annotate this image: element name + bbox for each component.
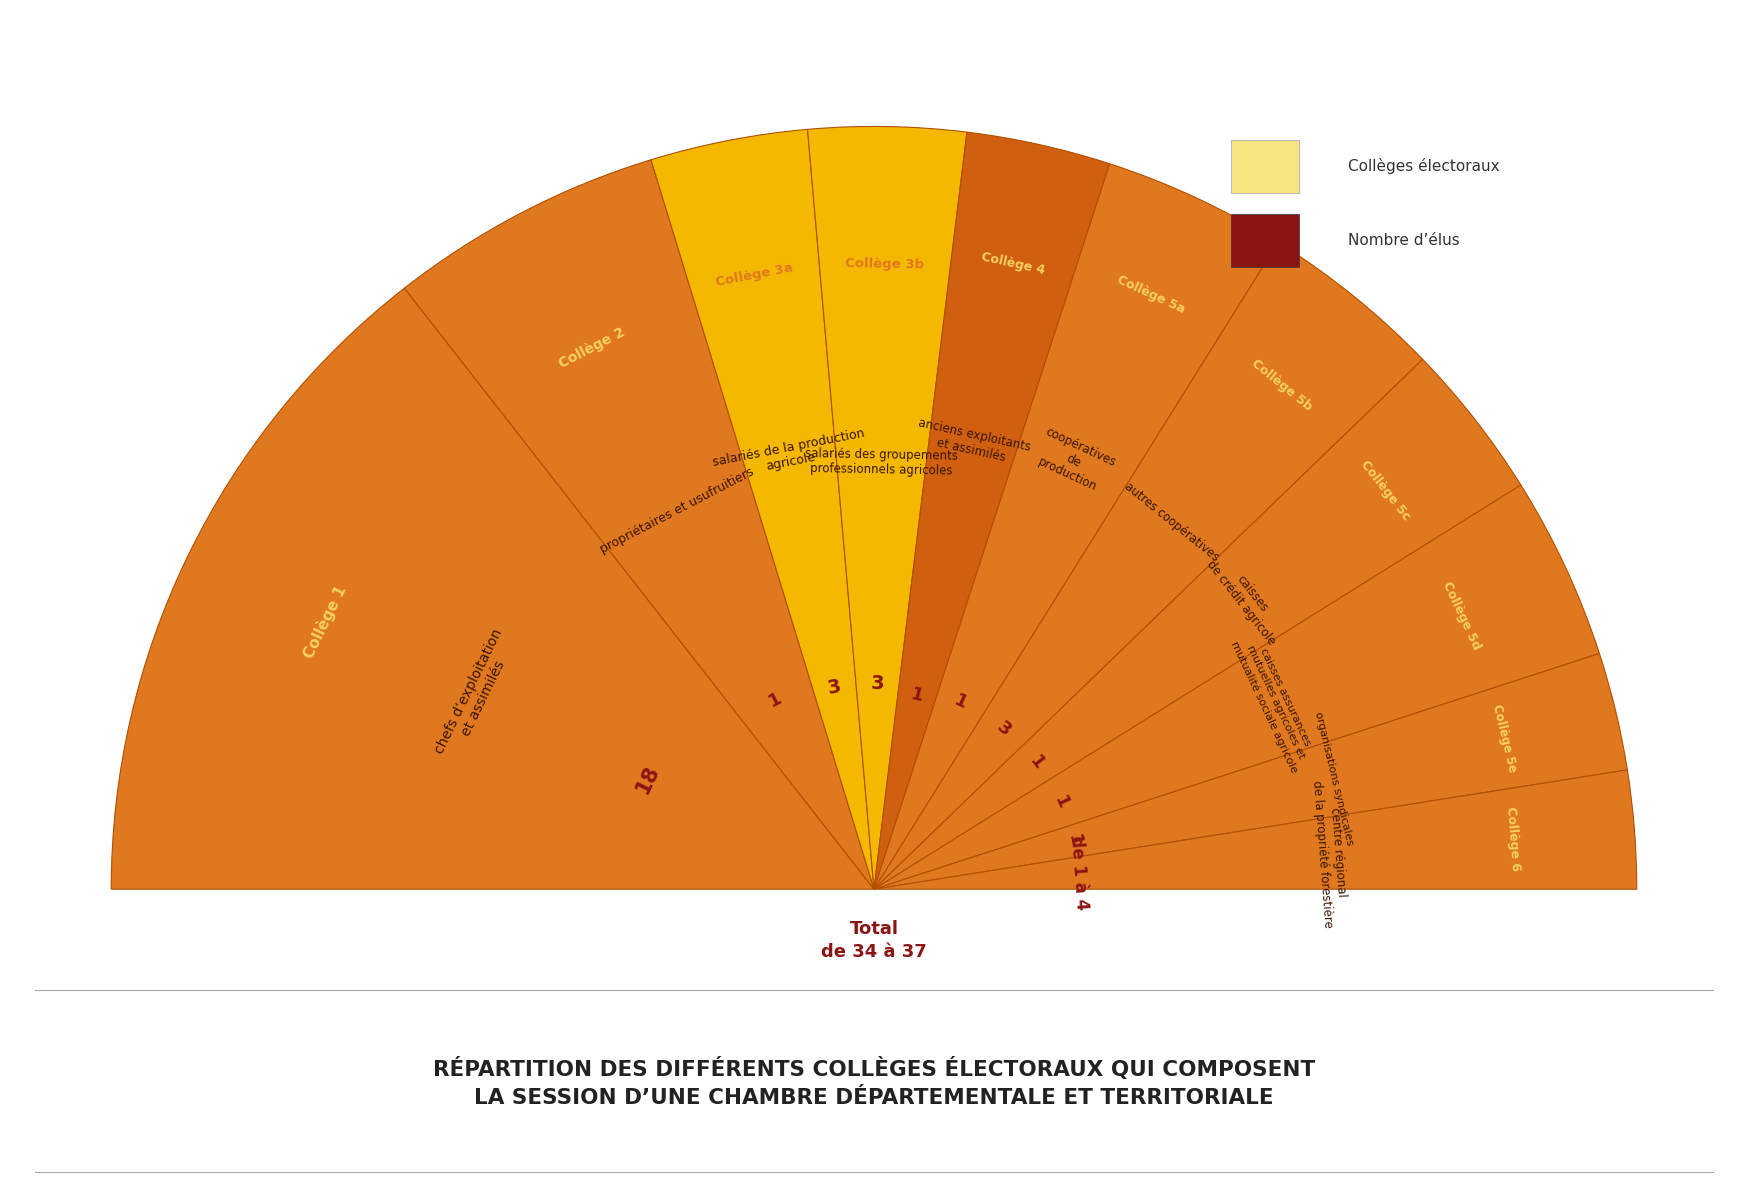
Text: de 34 à 37: de 34 à 37 <box>822 942 926 960</box>
Text: autres coopératives: autres coopératives <box>1122 479 1222 563</box>
Text: 1: 1 <box>1051 792 1072 811</box>
Text: 3: 3 <box>993 718 1014 740</box>
Wedge shape <box>650 130 874 889</box>
Wedge shape <box>874 242 1423 889</box>
Text: Collège 5c: Collège 5c <box>1358 457 1412 522</box>
Wedge shape <box>874 770 1636 889</box>
Wedge shape <box>112 288 874 889</box>
Text: caisses assurances
mutuelles agricoles et
mutualité sociale agricole: caisses assurances mutuelles agricoles e… <box>1229 629 1321 775</box>
Bar <box>1231 139 1299 193</box>
Text: Collèges électoraux: Collèges électoraux <box>1348 158 1500 174</box>
Text: 1: 1 <box>909 685 925 706</box>
Text: 3: 3 <box>871 673 884 693</box>
Text: de 1 à 4: de 1 à 4 <box>1068 835 1091 911</box>
Wedge shape <box>874 164 1278 889</box>
Text: salariés des groupements
professionnels agricoles: salariés des groupements professionnels … <box>804 446 958 477</box>
Bar <box>1231 214 1299 267</box>
Text: Collège 3b: Collège 3b <box>846 256 925 270</box>
Text: 18: 18 <box>633 762 662 796</box>
Text: chefs d’exploitation
et assimilés: chefs d’exploitation et assimilés <box>434 627 519 763</box>
Text: 3: 3 <box>827 677 843 698</box>
Text: propriétaires et usufruitiers: propriétaires et usufruitiers <box>598 465 755 556</box>
Text: anciens exploitants
et assimilés: anciens exploitants et assimilés <box>914 416 1031 469</box>
Text: Collège 3a: Collège 3a <box>715 261 794 289</box>
Wedge shape <box>404 159 874 889</box>
Text: Collège 2: Collège 2 <box>556 325 628 371</box>
Text: Collège 5a: Collège 5a <box>1115 273 1187 317</box>
Wedge shape <box>874 485 1599 889</box>
Text: Collège 6: Collège 6 <box>1503 807 1523 872</box>
Text: Nombre d’élus: Nombre d’élus <box>1348 233 1460 248</box>
Text: 1: 1 <box>766 689 785 711</box>
Text: RÉPARTITION DES DIFFÉRENTS COLLÈGES ÉLECTORAUX QUI COMPOSENT
LA SESSION D’UNE CH: RÉPARTITION DES DIFFÉRENTS COLLÈGES ÉLEC… <box>434 1057 1314 1108</box>
Text: Collège 4: Collège 4 <box>979 250 1045 278</box>
Text: Collège 5d: Collège 5d <box>1440 579 1482 652</box>
Wedge shape <box>874 653 1627 889</box>
Text: salariés de la production
agricole: salariés de la production agricole <box>711 426 869 483</box>
Text: Collège 5b: Collège 5b <box>1250 357 1314 413</box>
Text: 1: 1 <box>1065 833 1084 849</box>
Text: Collège 1: Collège 1 <box>301 582 350 660</box>
Wedge shape <box>808 126 967 889</box>
Text: coopératives
de
production: coopératives de production <box>1030 425 1117 496</box>
Text: 1: 1 <box>951 692 970 713</box>
Text: organisations syndicales: organisations syndicales <box>1313 711 1355 847</box>
Text: Total: Total <box>850 920 898 938</box>
Text: centre régional
de la propriété forestière: centre régional de la propriété forestiè… <box>1311 778 1349 928</box>
Text: caisses
de crédit agricole: caisses de crédit agricole <box>1204 549 1290 647</box>
Wedge shape <box>874 132 1110 889</box>
Wedge shape <box>874 359 1521 889</box>
Text: Collège 5e: Collège 5e <box>1489 703 1519 774</box>
Text: 1: 1 <box>1026 752 1047 772</box>
